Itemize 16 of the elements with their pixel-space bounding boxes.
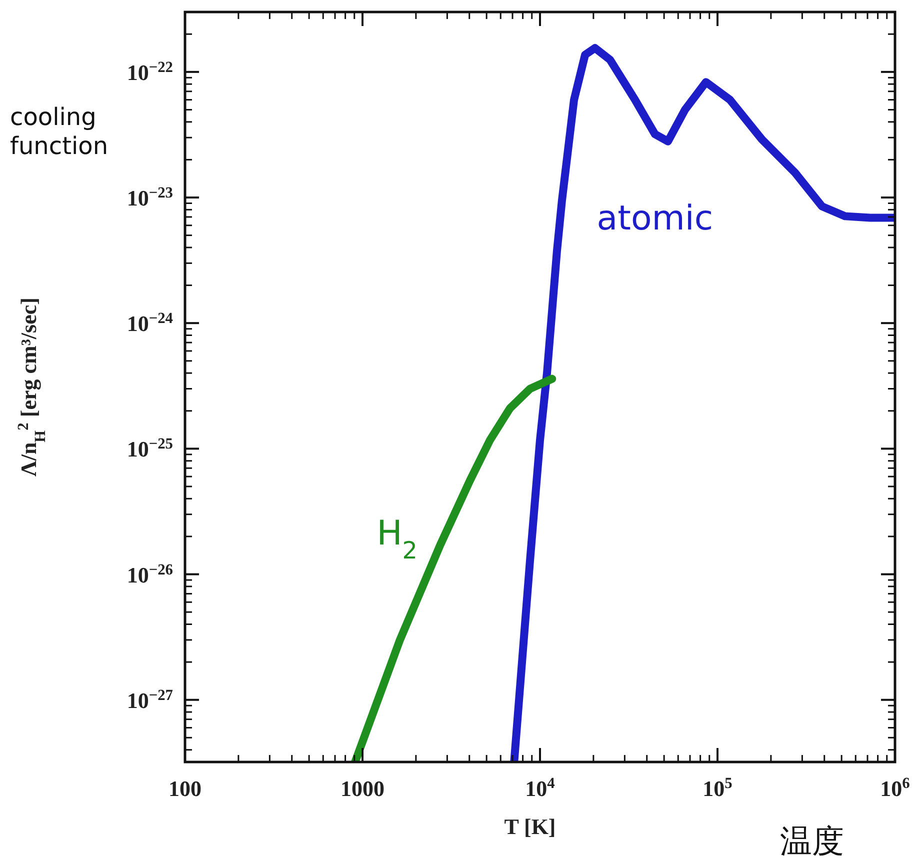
x-tick-label: 10$^{5}$ [702,774,733,801]
x-tick-label: 10$^{6}$ [880,774,910,801]
series-label: atomic [596,198,714,238]
y-tick-label: 10$^{−27}$ [126,686,174,713]
y-tick-label: 10$^{−23}$ [126,184,174,211]
x-tick-label: 10$^{4}$ [525,774,556,801]
text: 温度 [780,822,844,860]
y-tick-label: 10$^{−24}$ [126,310,174,336]
x-tick-label: 100 [168,776,202,801]
x-axis-title: T [K] [504,814,556,839]
y-tick-label: 10$^{−25}$ [126,435,174,462]
y-tick-label: 10$^{−26}$ [126,560,174,588]
y-tick-label: 10$^{−22}$ [126,58,174,85]
text: cooling function [10,103,108,160]
series-label: H$_{2}$ [376,514,418,564]
x-tick-label: 1000 [340,776,384,801]
